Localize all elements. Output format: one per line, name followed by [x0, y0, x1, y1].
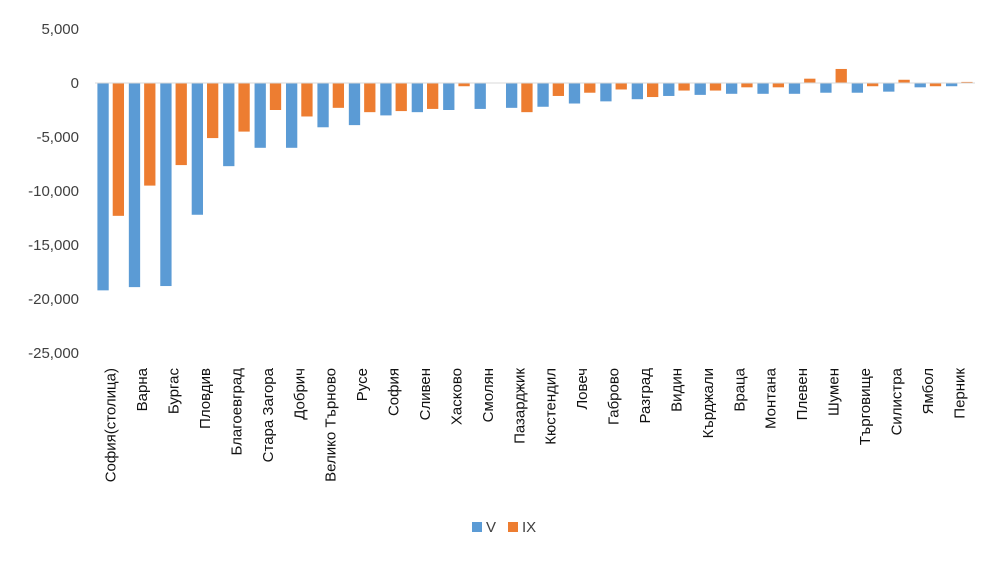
bar-v	[663, 83, 675, 96]
x-category-label: Варна	[134, 367, 151, 411]
bar-v	[694, 83, 706, 95]
bar-ix	[521, 83, 533, 113]
x-category-label: Кюстендил	[543, 368, 560, 445]
bar-ix	[301, 83, 313, 117]
y-tick-label: 5,000	[41, 21, 79, 38]
bar-v	[820, 83, 832, 93]
bar-v	[443, 83, 455, 110]
x-category-label: Видин	[668, 368, 685, 412]
bar-ix	[772, 83, 785, 88]
x-category-label: Хасково	[448, 368, 465, 425]
x-category-label: София	[386, 368, 403, 416]
bar-ix	[112, 83, 125, 216]
bar-v	[631, 83, 643, 100]
bar-ix	[615, 83, 627, 90]
bar-v	[945, 83, 958, 87]
bar-v	[505, 83, 518, 108]
y-tick-label: -10,000	[28, 183, 79, 200]
bar-v	[568, 83, 581, 104]
legend-swatch-ix	[508, 522, 518, 532]
x-category-label: София(столица)	[103, 368, 120, 482]
x-category-label: Търговище	[857, 368, 874, 445]
bar-v	[411, 83, 423, 113]
bar-v	[883, 83, 895, 92]
x-category-label: Бургас	[166, 368, 183, 415]
bar-v	[788, 83, 801, 94]
x-category-label: Пазарджик	[511, 368, 528, 444]
bar-ix	[269, 83, 282, 110]
y-tick-label: -5,000	[36, 129, 79, 146]
bar-v	[725, 83, 738, 94]
bar-ix	[175, 83, 187, 166]
bar-v	[474, 83, 486, 109]
bar-v	[223, 83, 235, 167]
bar-v	[128, 83, 141, 288]
bar-v	[97, 83, 109, 291]
legend-label-v: V	[486, 519, 496, 536]
bar-v	[757, 83, 769, 94]
x-category-label: Монтана	[763, 367, 780, 429]
bar-v	[851, 83, 863, 93]
bar-ix	[395, 83, 407, 112]
bar-ix	[647, 83, 659, 98]
bar-ix	[961, 81, 973, 83]
y-tick-label: -20,000	[28, 291, 79, 308]
y-tick-label: 0	[71, 75, 79, 92]
bar-v	[537, 83, 549, 107]
bar-ix	[835, 68, 847, 83]
bar-ix	[364, 83, 376, 113]
bar-v	[160, 83, 172, 287]
bar-ix	[709, 83, 722, 91]
y-tick-label: -25,000	[28, 345, 79, 362]
x-category-label: Сливен	[417, 368, 434, 420]
x-category-label: Смолян	[480, 368, 497, 422]
y-axis-labels: 5,000 0 -5,000 -10,000 -15,000 -20,000 -25,000	[28, 21, 79, 362]
legend-label-ix: IX	[522, 519, 536, 536]
bar-ix	[458, 83, 470, 87]
x-category-label: Кърджали	[700, 368, 717, 438]
legend: V IX	[472, 519, 536, 536]
bar-ix	[584, 83, 596, 93]
bar-ix	[867, 83, 879, 87]
bar-ix	[427, 83, 439, 109]
bar-v	[254, 83, 266, 148]
bar-ix	[332, 83, 345, 108]
x-category-label: Разград	[637, 368, 654, 424]
bar-v	[285, 83, 298, 148]
bar-ix	[207, 83, 219, 139]
x-category-label: Перник	[951, 368, 968, 419]
x-category-label: Велико Търново	[323, 368, 340, 482]
x-category-label: Силистра	[888, 367, 905, 435]
bar-ix	[552, 83, 565, 96]
bar-v	[914, 83, 926, 88]
y-tick-label: -15,000	[28, 237, 79, 254]
x-category-label: Плевен	[794, 368, 811, 420]
x-category-label: Шумен	[826, 368, 843, 416]
x-category-label: Ловеч	[574, 368, 591, 410]
x-category-label: Габрово	[606, 368, 623, 425]
x-category-label: Добрич	[291, 368, 308, 420]
x-category-label: Русе	[354, 368, 371, 401]
x-category-label: Стара Загора	[260, 367, 277, 462]
bar-ix	[144, 83, 156, 186]
x-category-label: Благоевград	[228, 368, 245, 456]
x-category-label: Пловдив	[197, 368, 214, 429]
bar-v	[380, 83, 392, 116]
bars	[97, 68, 973, 291]
bar-ix	[804, 78, 816, 83]
bar-ix	[898, 79, 910, 83]
x-category-label: Ямбол	[920, 368, 937, 414]
bar-ix	[929, 83, 942, 87]
bar-v	[191, 83, 203, 215]
bar-ix	[678, 83, 690, 91]
bar-v	[317, 83, 329, 128]
bar-ix	[741, 83, 753, 88]
x-category-label: Враца	[731, 367, 748, 411]
bar-ix	[238, 83, 250, 132]
legend-swatch-v	[472, 522, 482, 532]
bar-v	[348, 83, 361, 126]
bar-v	[600, 83, 612, 102]
x-axis-labels: София(столица) Варна Бургас Пловдив Благоевг…	[103, 367, 969, 482]
